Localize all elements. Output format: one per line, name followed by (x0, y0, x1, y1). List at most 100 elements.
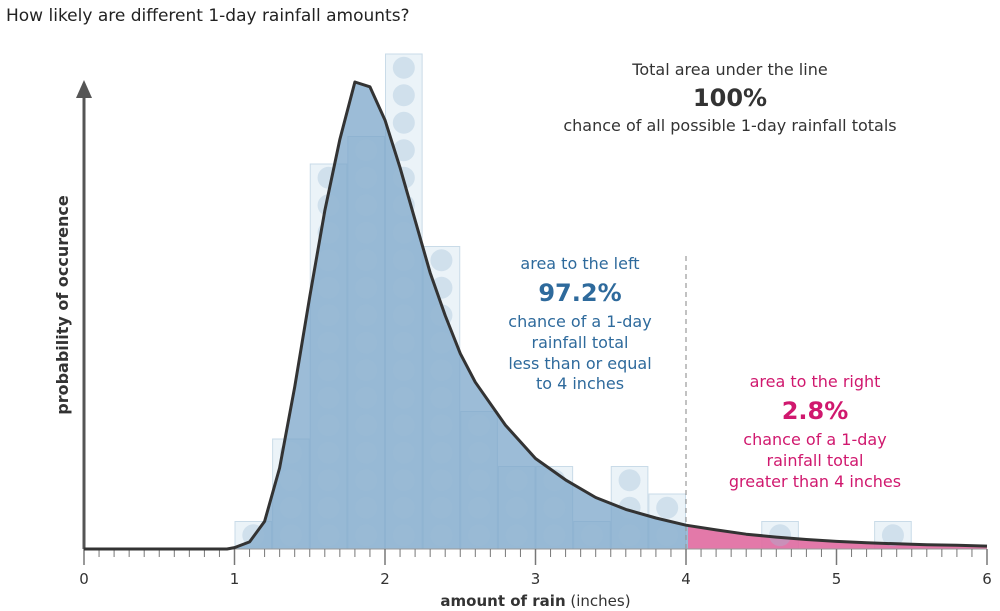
histogram-dot (656, 496, 679, 519)
histogram-dot (505, 469, 528, 492)
area-right (688, 525, 987, 549)
right-area-caption: area to the right (749, 372, 881, 391)
total-area-caption: Total area under the line (632, 60, 828, 79)
histogram-dot (468, 496, 491, 519)
histogram-dot (468, 524, 491, 547)
histogram-dot (317, 359, 340, 382)
left-area-caption: area to the left (520, 254, 640, 273)
histogram-dot (392, 111, 415, 134)
histogram-dot (355, 441, 378, 464)
y-axis-label: probability of occurence (53, 195, 72, 415)
histogram-dot (430, 524, 453, 547)
histogram-dot (618, 469, 641, 492)
histogram-dot (279, 496, 302, 519)
histogram-dot (355, 276, 378, 299)
histogram-dot (355, 359, 378, 382)
left-area-line-3: less than or equal (508, 353, 652, 373)
histogram-dot (355, 524, 378, 547)
histogram-dot (355, 496, 378, 519)
histogram-dot (392, 414, 415, 437)
x-tick-label: 6 (982, 570, 992, 588)
histogram-dot (430, 469, 453, 492)
x-tick-label: 0 (79, 570, 89, 588)
histogram-dot (430, 414, 453, 437)
area-left (84, 82, 688, 549)
histogram-dot (317, 249, 340, 272)
histogram-dot (392, 56, 415, 79)
histogram-dot (355, 249, 378, 272)
histogram-dot (618, 524, 641, 547)
left-area-line-2: rainfall total (531, 332, 629, 352)
histogram-dot (392, 304, 415, 327)
total-area-description: chance of all possible 1-day rainfall to… (563, 115, 897, 135)
x-tick-label: 1 (230, 570, 240, 588)
histogram-dot (392, 331, 415, 354)
histogram-dot (317, 331, 340, 354)
x-tick-label: 3 (531, 570, 541, 588)
histogram-dot (505, 524, 528, 547)
histogram-dot (392, 84, 415, 107)
histogram-dot (317, 414, 340, 437)
histogram-dot (392, 496, 415, 519)
histogram-dot (392, 139, 415, 162)
left-area-annotation: area to the left 97.2% chance of a 1-day… (480, 254, 680, 395)
chart-title: How likely are different 1-day rainfall … (6, 6, 410, 26)
histogram-dot (355, 331, 378, 354)
histogram-dot (317, 524, 340, 547)
histogram-dot (317, 194, 340, 217)
histogram-dot (392, 469, 415, 492)
histogram-dot (468, 469, 491, 492)
histogram-dot (317, 496, 340, 519)
x-tick-label: 4 (681, 570, 691, 588)
x-axis-label: amount of rain (inches) (440, 592, 630, 610)
histogram-dot (656, 524, 679, 547)
histogram-dot (317, 166, 340, 189)
axis-labels: amount of rain (inches) probability of oc… (53, 195, 631, 610)
right-area-line-1: chance of a 1-day (743, 429, 887, 449)
histogram-dot (392, 441, 415, 464)
histogram-dot (355, 386, 378, 409)
right-area-line-2: rainfall total (766, 450, 864, 470)
histogram-dot (543, 496, 566, 519)
histogram-dot (468, 441, 491, 464)
histogram-dot (355, 414, 378, 437)
histogram-dot (355, 304, 378, 327)
histogram-dot (317, 469, 340, 492)
histogram-dot (543, 524, 566, 547)
x-axis-label-unit: (inches) (566, 592, 631, 610)
x-tick-label: 5 (832, 570, 842, 588)
histogram-dot (279, 524, 302, 547)
histogram-dot (355, 194, 378, 217)
histogram-dot (430, 496, 453, 519)
histogram-dot (355, 139, 378, 162)
left-area-value: 97.2% (538, 278, 622, 307)
histogram-dot (392, 359, 415, 382)
left-area-line-4: to 4 inches (535, 374, 625, 394)
right-area-value: 2.8% (781, 396, 849, 425)
histogram-dot (355, 469, 378, 492)
histogram-dot (317, 304, 340, 327)
histogram-dot (769, 524, 792, 547)
histogram-dots (242, 56, 904, 547)
x-tick-label: 2 (380, 570, 390, 588)
histogram-dot (430, 249, 453, 272)
histogram-dot (392, 524, 415, 547)
histogram-dot (505, 496, 528, 519)
histogram-dot (355, 221, 378, 244)
histogram-dot (392, 221, 415, 244)
histogram-dot (317, 276, 340, 299)
histogram-dot (430, 441, 453, 464)
left-area-line-1: chance of a 1-day (508, 311, 652, 331)
histogram-dot (317, 441, 340, 464)
histogram-dot (355, 166, 378, 189)
x-tick-labels: 0 1 2 3 4 5 6 (79, 570, 992, 588)
histogram-dot (580, 524, 603, 547)
histogram-dot (430, 359, 453, 382)
distribution-curve (84, 80, 988, 551)
histogram-dot (279, 441, 302, 464)
histogram-dot (392, 386, 415, 409)
histogram-dot (279, 469, 302, 492)
total-area-value: 100% (692, 83, 768, 112)
curve-line (84, 80, 988, 551)
